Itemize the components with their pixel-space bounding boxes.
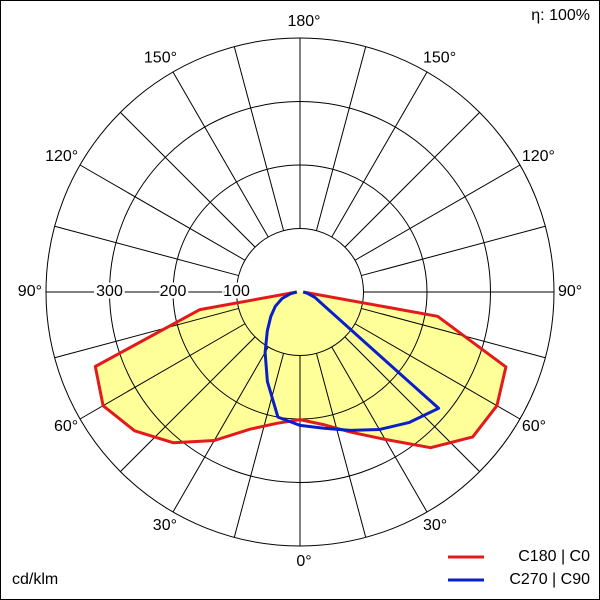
grid-spoke xyxy=(79,164,246,261)
theta-tick-label: 150° xyxy=(423,49,456,66)
grid-spoke xyxy=(172,346,269,513)
legend-label: C180 | C0 xyxy=(518,548,590,565)
grid-spoke xyxy=(354,164,521,261)
grid-spoke xyxy=(172,71,269,238)
grid-spoke xyxy=(54,225,239,277)
grid-spoke xyxy=(315,353,367,538)
grid-spoke xyxy=(120,336,256,472)
theta-tick-label: 90° xyxy=(18,283,42,300)
curve-line xyxy=(93,290,508,450)
grid-spoke xyxy=(233,46,285,231)
legend-label: C270 | C90 xyxy=(509,571,590,588)
r-tick-label: 100 xyxy=(223,283,250,300)
theta-tick-label: 60° xyxy=(522,418,546,435)
grid-spoke xyxy=(233,353,285,538)
theta-tick-label: 120° xyxy=(522,148,555,165)
grid-spoke xyxy=(120,112,256,248)
theta-tick-label: 60° xyxy=(54,418,78,435)
r-tick-label: 200 xyxy=(160,283,187,300)
efficiency-label: η: 100% xyxy=(531,7,590,24)
curve-line xyxy=(263,290,441,432)
grid-spoke xyxy=(361,225,546,277)
theta-tick-label: 150° xyxy=(144,49,177,66)
theta-tick-label: 180° xyxy=(287,13,320,30)
grid-spoke xyxy=(331,71,428,238)
unit-label: cd/klm xyxy=(12,571,58,588)
theta-tick-label: 30° xyxy=(153,517,177,534)
grid-spoke xyxy=(344,112,480,248)
grid-spoke xyxy=(361,307,546,359)
theta-tick-label: 90° xyxy=(558,283,582,300)
theta-tick-label: 120° xyxy=(45,148,78,165)
r-tick-label: 300 xyxy=(96,283,123,300)
grid-spoke xyxy=(315,46,367,231)
theta-tick-label: 0° xyxy=(296,553,311,570)
grid-spoke xyxy=(354,323,521,420)
grid-spoke xyxy=(54,307,239,359)
curve-fill xyxy=(95,292,506,448)
grid-spoke xyxy=(79,323,246,420)
theta-tick-label: 30° xyxy=(423,517,447,534)
grid-spoke xyxy=(344,336,480,472)
